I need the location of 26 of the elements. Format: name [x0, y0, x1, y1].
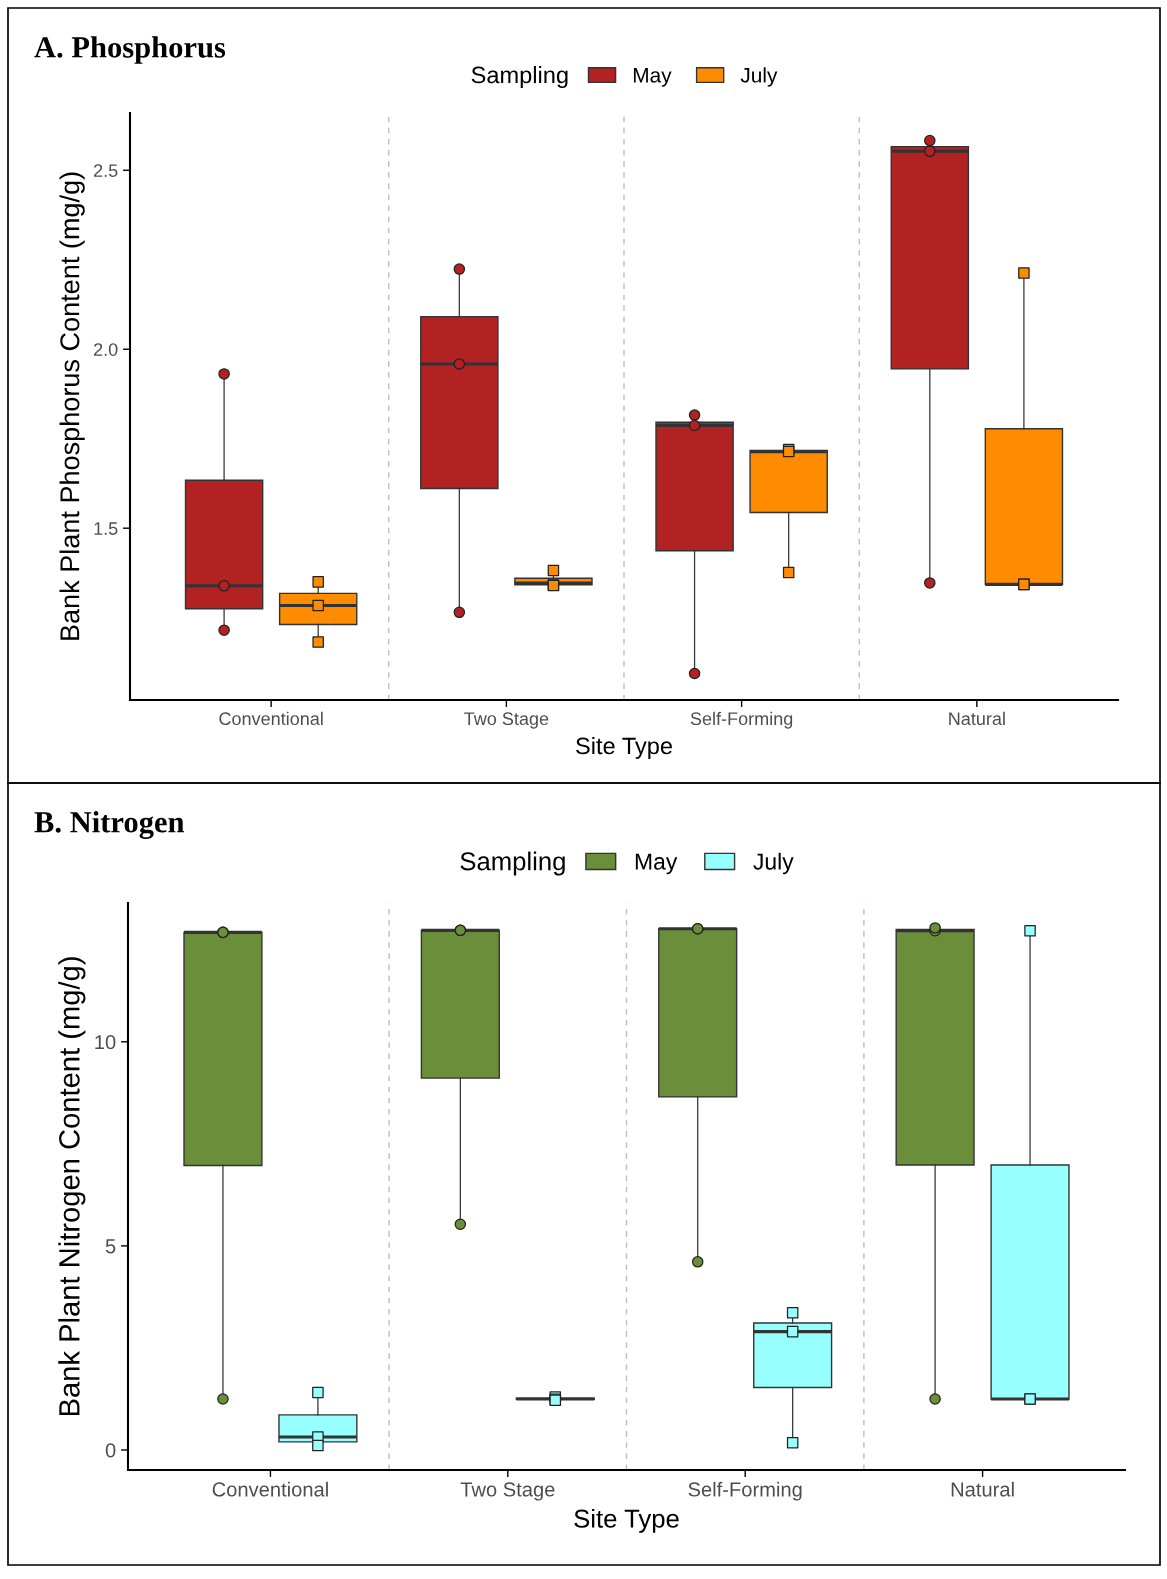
y-tick-label: 1.5: [94, 522, 118, 535]
legend-label: July: [740, 67, 778, 87]
chart-title: A. Phosphorus: [34, 36, 226, 64]
y-tick-label: 5: [105, 1239, 116, 1254]
x-tick-label: Two Stage: [464, 712, 549, 729]
y-tick-label: 10: [95, 1035, 116, 1050]
x-tick-label: Self-Forming: [688, 1481, 802, 1501]
x-axis-title: Site Type: [576, 736, 672, 759]
legend-label: May: [633, 68, 672, 87]
y-tick-label: 0: [105, 1443, 116, 1458]
x-axis-title: Site Type: [574, 1508, 679, 1533]
legend-label: May: [635, 853, 678, 875]
x-tick-label: Self-Forming: [690, 711, 793, 729]
y-axis-title: Bank Plant Nitrogen Content (mg/g): [58, 957, 86, 1416]
legend-title: Sampling: [460, 851, 565, 876]
x-tick-label: Natural: [951, 1481, 1014, 1497]
y-axis-title: Bank Plant Phosphorus Content (mg/g): [59, 172, 85, 640]
x-tick-label: Conventional: [219, 711, 323, 726]
y-tick-label: 2.5: [94, 164, 118, 177]
chart-title: B. Nitrogen: [34, 811, 185, 839]
y-tick-label: 2.0: [94, 343, 118, 356]
x-tick-label: Natural: [949, 711, 1005, 726]
legend-title: Sampling: [471, 65, 568, 88]
x-tick-label: Two Stage: [460, 1482, 555, 1501]
x-tick-label: Conventional: [212, 1481, 328, 1497]
legend-label: July: [753, 852, 794, 875]
